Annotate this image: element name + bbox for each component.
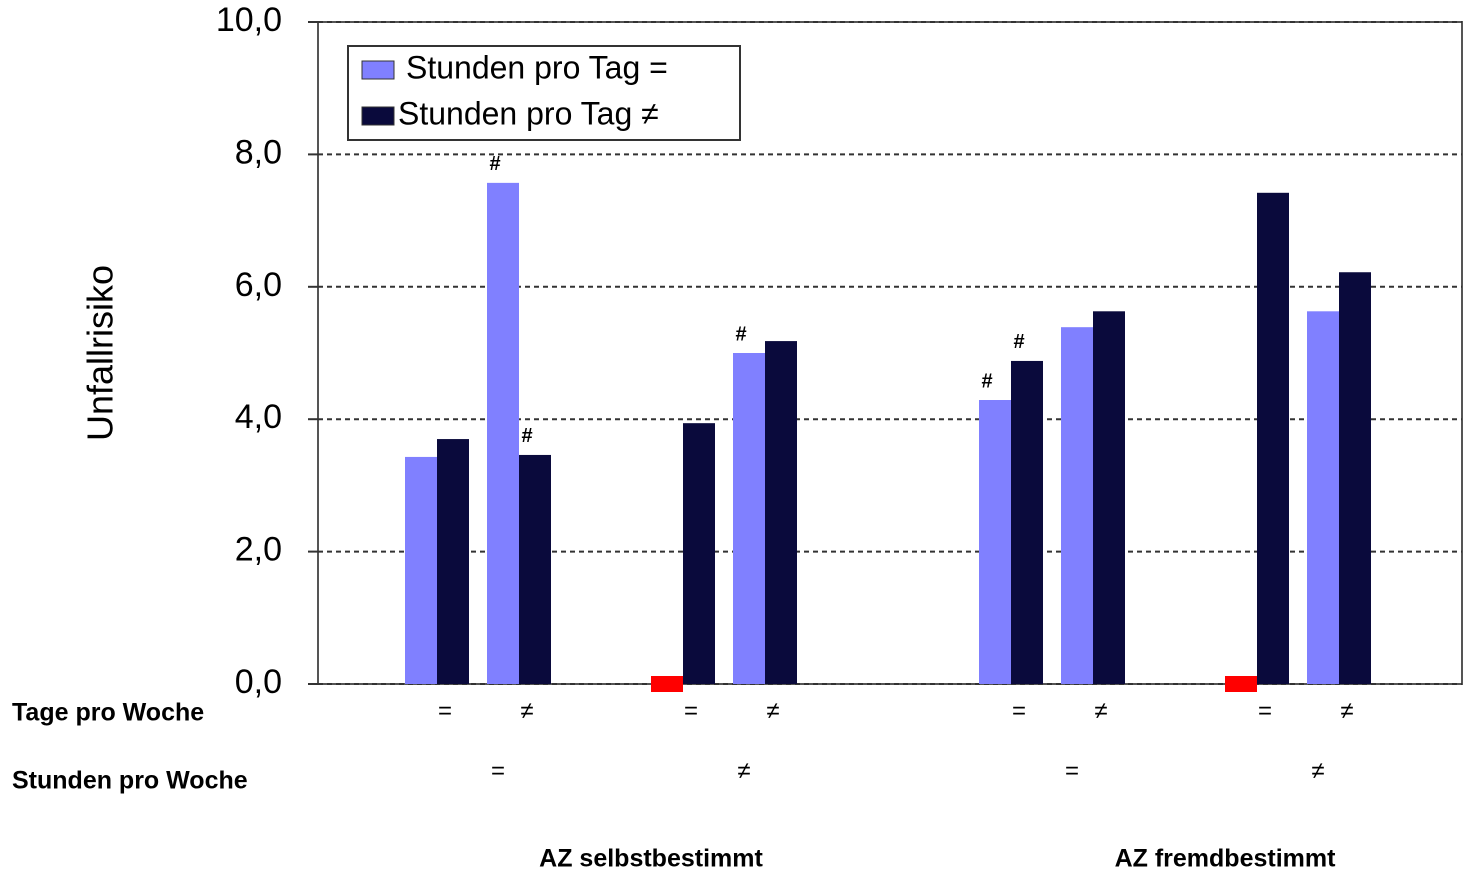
x-tick-label: = [438, 697, 452, 724]
y-tick-label: 10,0 [216, 1, 282, 39]
bar [405, 456, 437, 684]
y-axis-label: Unfallrisiko [80, 265, 121, 441]
y-tick-label: 8,0 [235, 133, 282, 171]
x-tick-label: ≠ [1340, 697, 1353, 724]
bar [979, 400, 1011, 684]
x-group-label: ≠ [1311, 757, 1324, 784]
row-title: Stunden pro Woche [12, 767, 248, 795]
bar [519, 454, 551, 684]
bar [733, 353, 765, 684]
missing-marker [1225, 676, 1257, 692]
missing-marker [651, 676, 683, 692]
bar [1257, 192, 1289, 684]
y-tick-label: 2,0 [235, 531, 282, 569]
bar [1093, 311, 1125, 684]
bar-annotation: # [1013, 331, 1024, 353]
y-tick-label: 6,0 [235, 266, 282, 304]
group-label: AZ fremdbestimmt [1115, 845, 1337, 873]
x-tick-label: = [1258, 697, 1272, 724]
legend-box [347, 45, 741, 141]
legend-swatch [361, 60, 395, 80]
bar-annotation: # [521, 425, 532, 447]
bar [1339, 272, 1371, 684]
x-tick-label: ≠ [766, 697, 779, 724]
y-tick-label: 0,0 [235, 663, 282, 701]
bar [437, 439, 469, 684]
legend-label: Stunden pro Tag ≠ [398, 95, 659, 131]
x-tick-label: ≠ [520, 697, 533, 724]
y-tick-label: 4,0 [235, 398, 282, 436]
bar [1307, 311, 1339, 684]
bar [1061, 327, 1093, 684]
row-title: Tage pro Woche [12, 699, 204, 727]
bar-annotation: # [489, 153, 500, 175]
bar-annotation: # [735, 323, 746, 345]
bar [683, 423, 715, 684]
x-group-label: = [1065, 757, 1079, 784]
bar [1011, 360, 1043, 684]
x-tick-label: = [1012, 697, 1026, 724]
x-tick-label: = [684, 697, 698, 724]
group-label: AZ selbstbestimmt [539, 845, 763, 873]
bar-annotation: # [981, 370, 992, 392]
x-tick-label: ≠ [1094, 697, 1107, 724]
legend-swatch [361, 106, 395, 126]
bar [765, 341, 797, 684]
x-group-label: ≠ [737, 757, 750, 784]
bar [487, 182, 519, 684]
legend-label: Stunden pro Tag = [406, 49, 668, 85]
x-group-label: = [491, 757, 505, 784]
